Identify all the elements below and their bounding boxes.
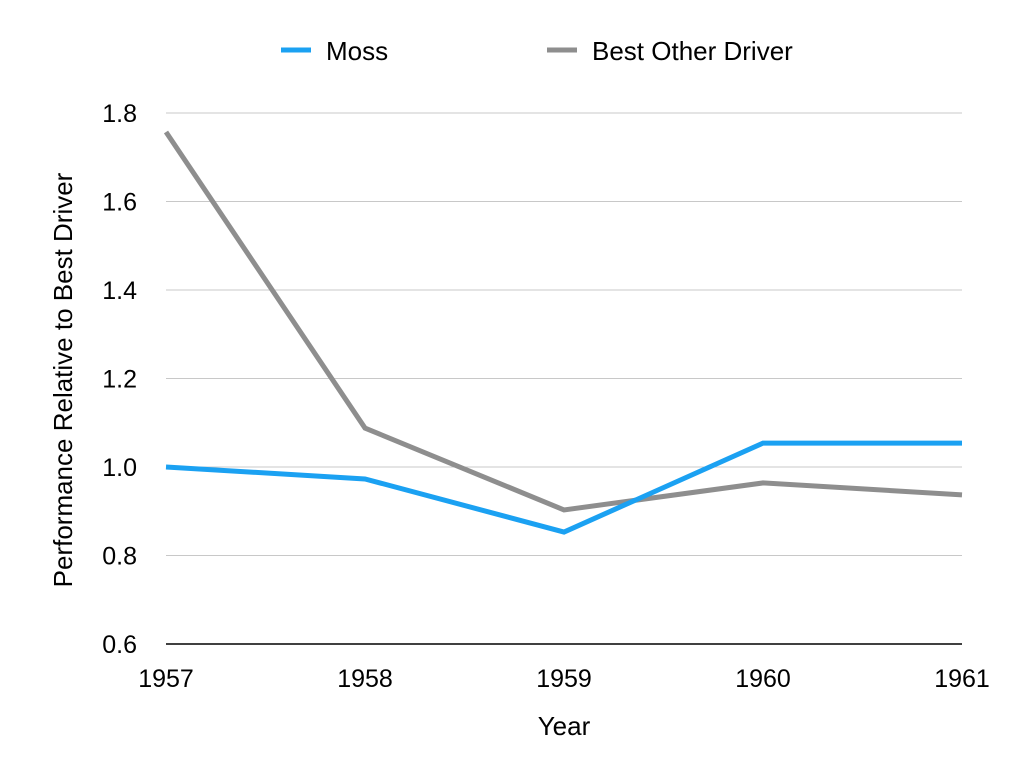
series-lines xyxy=(163,130,963,535)
y-tick-label: 1.2 xyxy=(102,366,137,394)
x-tick-label: 1957 xyxy=(138,665,194,693)
y-tick-label: 1.6 xyxy=(102,189,137,217)
gridlines xyxy=(166,112,962,556)
series-line-best-other-driver xyxy=(163,130,963,513)
x-tick-label: 1959 xyxy=(536,665,592,693)
x-tick-label: 1958 xyxy=(337,665,393,693)
series-line-moss xyxy=(165,440,962,535)
y-tick-label: 0.6 xyxy=(102,631,137,659)
y-tick-label: 1.8 xyxy=(102,100,137,128)
y-tick-label: 0.8 xyxy=(102,543,137,571)
legend-label-best-other: Best Other Driver xyxy=(592,36,793,66)
legend: Moss Best Other Driver xyxy=(281,36,793,66)
y-axis-label: Performance Relative to Best Driver xyxy=(48,172,78,587)
y-tick-label: 1.0 xyxy=(102,454,137,482)
x-axis-ticks: 1957 1958 1959 1960 1961 xyxy=(138,665,990,693)
x-axis-label: Year xyxy=(538,711,591,741)
legend-label-moss: Moss xyxy=(326,36,388,66)
x-tick-label: 1960 xyxy=(735,665,791,693)
y-tick-label: 1.4 xyxy=(102,277,137,305)
x-tick-label: 1961 xyxy=(934,665,990,693)
y-axis-ticks: 0.6 0.8 1.0 1.2 1.4 1.6 1.8 xyxy=(102,100,137,659)
